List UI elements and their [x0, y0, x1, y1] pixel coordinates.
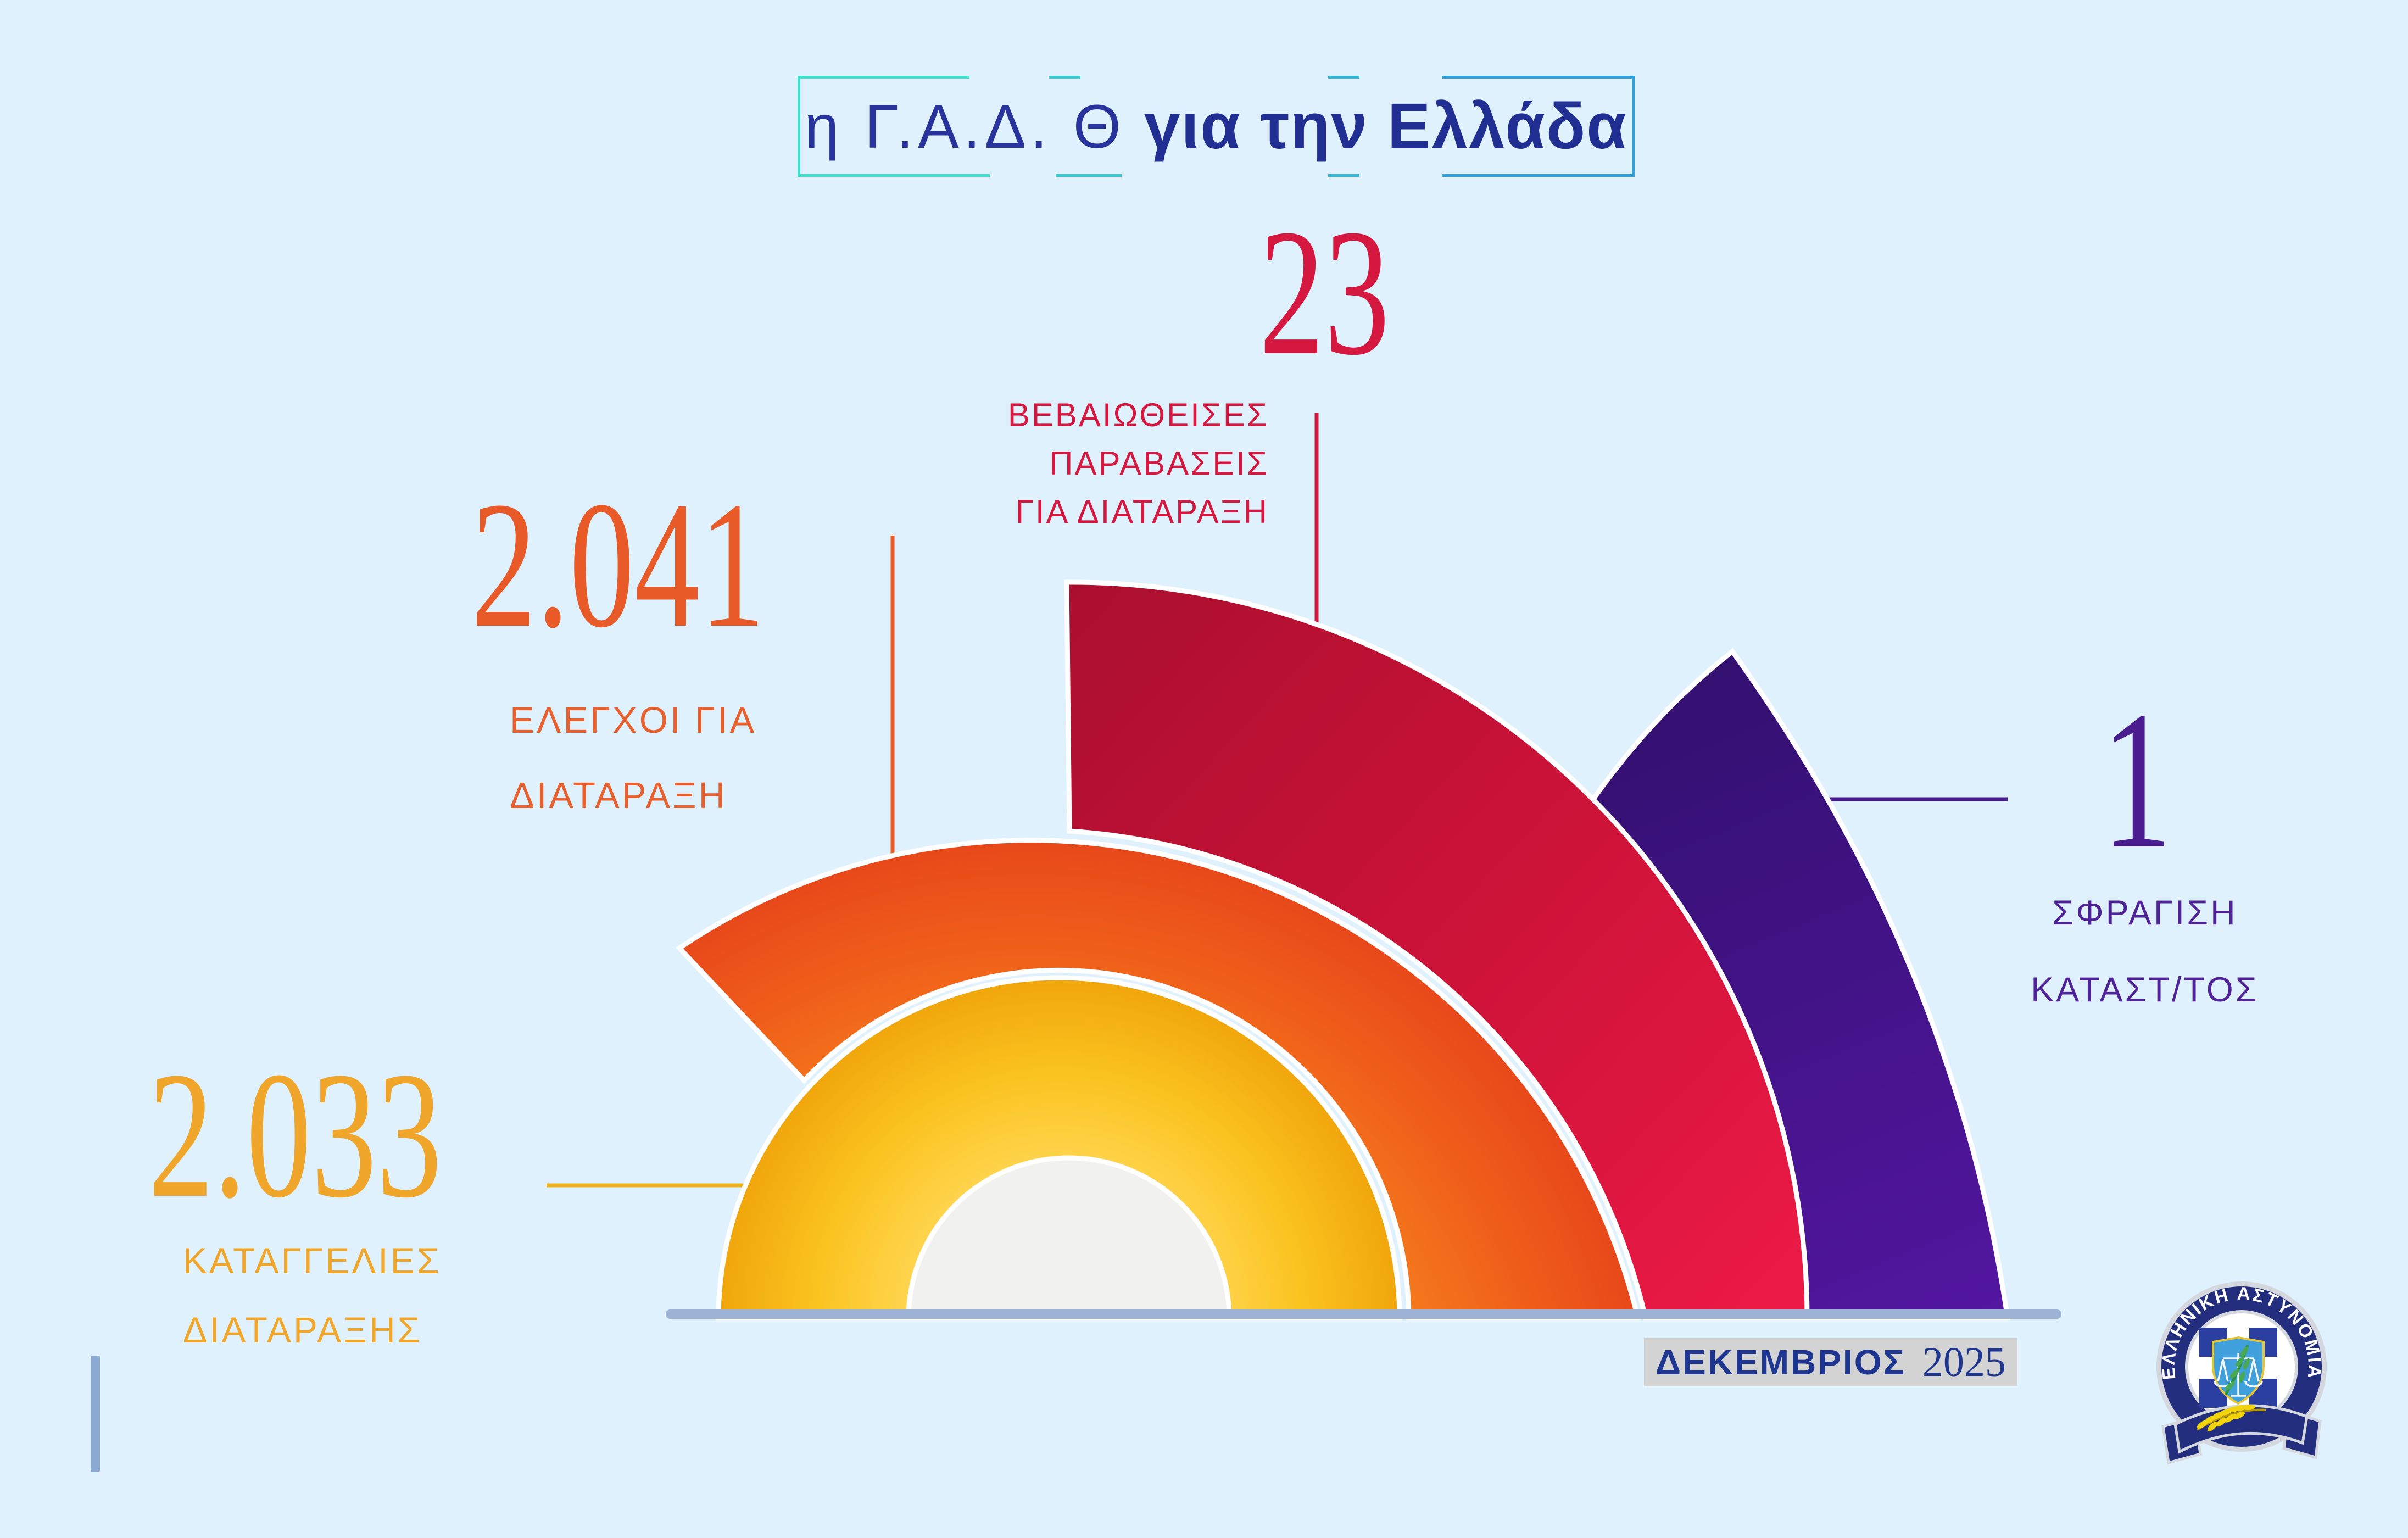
title-border-top-1 — [798, 76, 969, 79]
title-box: η Γ.Α.Δ. Θ για την Ελλάδα — [798, 76, 1635, 177]
stat-value-complaints: 2.033 — [148, 1035, 442, 1235]
stat-label-complaints: ΚΑΤΑΓΓΕΛΙΕΣ ΔΙΑΤΑΡΑΞΗΣ — [183, 1226, 442, 1364]
logo-laurel — [2196, 1404, 2266, 1432]
title-border-bottom-1 — [798, 174, 990, 177]
title-border-bottom-4 — [1442, 174, 1632, 177]
stat-label-violations: ΒΕΒΑΙΩΘΕΙΣΕΣ ΠΑΡΑΒΑΣΕΙΣ ΓΙΑ ΔΙΑΤΑΡΑΞΗ — [994, 391, 1269, 536]
chart-baseline — [666, 1309, 2061, 1319]
period-year: 2025 — [1922, 1339, 2006, 1385]
logo-ribbon — [2161, 1404, 2322, 1465]
title-border-top-4 — [1442, 76, 1632, 79]
logo-shield — [2212, 1336, 2265, 1405]
stat-label-line: ΠΑΡΑΒΑΣΕΙΣ — [1049, 445, 1269, 482]
stat-label-checks: ΕΛΕΓΧΟΙ ΓΙΑ ΔΙΑΤΑΡΑΞΗ — [510, 683, 756, 833]
stat-value-checks: 2.041 — [471, 465, 765, 665]
stat-label-sealing: ΣΦΡΑΓΙΣΗ ΚΑΤΑΣΤ/ΤΟΣ — [2010, 874, 2279, 1028]
chart-center-hole — [906, 1155, 1232, 1321]
page-title-prefix: η Γ.Α.Δ. Θ — [805, 92, 1125, 161]
stat-label-line: ΔΙΑΤΑΡΑΞΗΣ — [183, 1309, 422, 1350]
stat-label-line: ΔΙΑΤΑΡΑΞΗ — [510, 775, 728, 816]
stat-label-line: ΕΛΕΓΧΟΙ ΓΙΑ — [510, 700, 757, 741]
title-border-left — [798, 76, 800, 177]
stat-label-line: ΚΑΤΑΣΤ/ΤΟΣ — [2031, 971, 2259, 1009]
stat-value-violations: 23 — [1259, 192, 1390, 393]
page-title-suffix: για την Ελλάδα — [1144, 90, 1627, 163]
period-chip: ΔΕΚΕΜΒΡΙΟΣ 2025 — [1644, 1338, 2017, 1386]
title-border-right — [1632, 76, 1635, 177]
arc-violations — [1064, 579, 1810, 1321]
stat-value-sealing: 1 — [2101, 670, 2172, 889]
hellenic-police-logo: ΕΛΛΗΝΙΚΗ ΑΣΤΥΝΟΜΙΑ — [2156, 1281, 2327, 1465]
left-accent-bar — [91, 1356, 100, 1472]
title-border-top-3 — [1328, 76, 1359, 79]
stat-label-line: ΚΑΤΑΓΓΕΛΙΕΣ — [183, 1240, 442, 1281]
title-border-bottom-3 — [1328, 174, 1359, 177]
logo-olive-leaves — [2225, 1346, 2250, 1390]
stat-label-line: ΓΙΑ ΔΙΑΤΑΡΑΞΗ — [1015, 493, 1269, 530]
title-border-top-2 — [1049, 76, 1080, 79]
stat-label-line: ΣΦΡΑΓΙΣΗ — [2052, 894, 2238, 932]
arc-complaints — [716, 975, 1402, 1321]
stat-label-line: ΒΕΒΑΙΩΘΕΙΣΕΣ — [1007, 397, 1269, 433]
arc-checks — [676, 838, 1641, 1321]
title-border-bottom-2 — [1056, 174, 1122, 177]
period-month: ΔΕΚΕΜΒΡΙΟΣ — [1656, 1342, 1906, 1382]
